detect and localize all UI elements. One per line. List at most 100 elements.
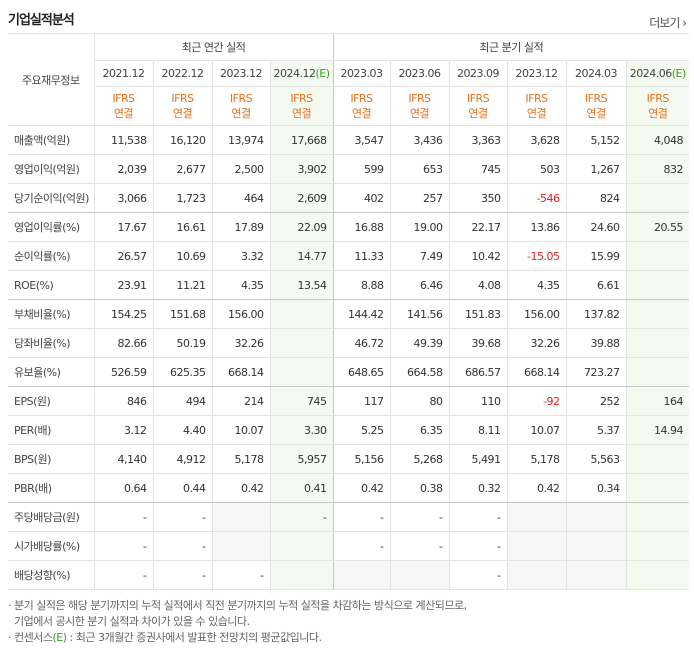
cell: 3.32 [211,241,271,271]
cell: 4.08 [448,270,508,300]
standard: IFRS 연결 [332,86,391,126]
cell: 82.66 [93,328,154,358]
cell: 22.17 [448,212,508,242]
period: 2022.12 [152,60,213,87]
cell [211,531,271,561]
standard-text: IFRS [466,92,490,105]
cell: 5,957 [269,444,334,474]
cell: 46.72 [332,328,391,358]
standard-text: IFRS [171,92,194,105]
standard-text: IFRS [112,92,135,105]
cell [625,444,690,474]
row-label: 영업이익(억원) [8,154,95,184]
notes: · 분기 실적은 해당 분기까지의 누적 실적에서 직전 분기까지의 누적 실적… [8,598,467,646]
row: 매출액(억원) 11,538 16,120 13,974 17,668 3,547 3,43… [8,125,690,155]
more-text[interactable]: 더보기 [649,16,680,30]
cell: - [332,531,391,561]
cell [625,502,690,532]
cell: 20.55 [625,212,690,242]
cell: 156.00 [211,299,271,329]
row: 유보율(%) 526.59 625.35 668.14 648.65 664.58 686.… [8,357,690,387]
cell: 14.77 [269,241,334,271]
cell: -546 [506,183,567,213]
cell [625,241,690,271]
cell [565,560,627,590]
cell: - [93,531,154,561]
row: 배당성향(%) - - - - [8,560,690,590]
cell: 4.40 [152,415,213,445]
period-date: 2023.06 [398,67,442,80]
cell: 11,538 [93,125,154,155]
cell: 745 [269,386,334,416]
cell: 0.44 [152,473,213,503]
cell: 0.42 [211,473,271,503]
cell: 350 [448,183,508,213]
cell: 5,156 [332,444,391,474]
cell: - [448,502,508,532]
cell: 39.88 [565,328,627,358]
cell: 2,500 [211,154,271,184]
period: 2023.03 [332,60,391,87]
cell [625,183,690,213]
title: 기업실적분석 [8,13,75,28]
cell: 11.33 [332,241,391,271]
period-date: 2023.03 [340,67,384,80]
row: PER(배) 3.12 4.40 10.07 3.30 5.25 6.35 8.11 10.07… [8,415,690,445]
standard-text: 연결 [113,107,134,120]
cell [625,473,690,503]
note-text: 컨센서스 [14,631,53,644]
cell: 5.25 [332,415,391,445]
standard-text: IFRS [646,92,670,105]
cell: 32.26 [506,328,567,358]
period-date: 2023.12 [515,67,559,80]
cell: 3,066 [93,183,154,213]
period: 2024.12(E) [269,60,334,87]
standard-text: 연결 [586,107,606,120]
row: PBR(배) 0.64 0.44 0.42 0.41 0.42 0.38 0.32 0.42 0.… [8,473,690,503]
standard-text: IFRS [350,92,373,105]
finance-table: 주요재무정보 최근 연간 실적 최근 분기 실적 2021.12 2022.12 2… [8,33,690,590]
more-link[interactable]: 더보기 › [649,16,687,30]
cell: 23.91 [93,270,154,300]
cell: 5,491 [448,444,508,474]
standard-text: 연결 [351,107,372,120]
cell: - [152,502,213,532]
cell [625,531,690,561]
cell: 4,912 [152,444,213,474]
cell: - [211,560,271,590]
cell: - [269,502,334,532]
cell [625,270,690,300]
standard: IFRS 연결 [448,86,508,126]
cell: 80 [389,386,450,416]
cell [565,502,627,532]
row-label: 영업이익률(%) [8,212,95,242]
period-date: 2022.12 [161,67,205,80]
cell: 141.56 [389,299,450,329]
standard: IFRS 연결 [94,86,154,126]
estimate-mark: (E) [671,67,687,80]
cell: 3,547 [332,125,391,155]
row: BPS(원) 4,140 4,912 5,178 5,957 5,156 5,268 5,49… [8,444,690,474]
period: 2024.03 [565,60,627,87]
standard-text: IFRS [525,92,548,105]
period-date: 2021.12 [102,67,146,80]
cell: 19.00 [389,212,450,242]
period-date: 2023.12 [220,67,263,80]
cell: 494 [152,386,213,416]
cell: 3,628 [506,125,567,155]
cell: 464 [211,183,271,213]
cell: 2,609 [269,183,334,213]
cell: 156.00 [506,299,567,329]
note-text: 분기 실적은 해당 분기까지의 누적 실적에서 직전 분기까지의 누적 실적을 … [14,599,467,612]
note: · 분기 실적은 해당 분기까지의 누적 실적에서 직전 분기까지의 누적 실적… [8,599,467,612]
row-label: 부채비율(%) [8,299,95,329]
row-label: 배당성향(%) [8,560,95,590]
row: 영업이익률(%) 17.67 16.61 17.89 22.09 16.88 19.00 22… [8,212,690,242]
cell: 39.68 [448,328,508,358]
cell [625,299,690,329]
cell [506,531,567,561]
cell: 0.32 [448,473,508,503]
cell: 24.60 [565,212,627,242]
cell: 745 [448,154,508,184]
cell: 4,048 [625,125,690,155]
